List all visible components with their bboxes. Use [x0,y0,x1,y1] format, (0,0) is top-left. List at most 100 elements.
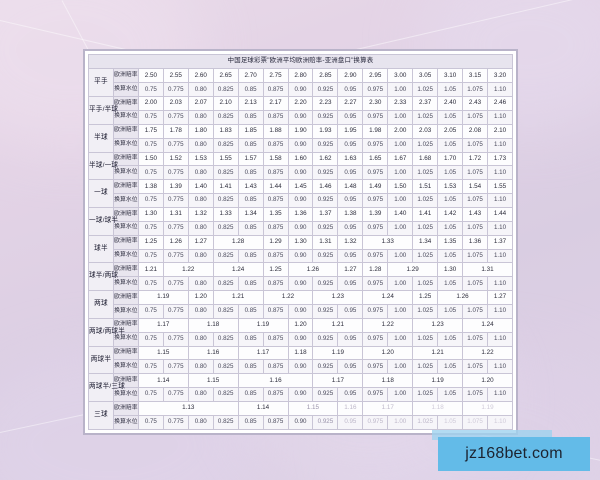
odds-cell: 1.70 [437,151,464,167]
water-level-cell: 0.825 [212,303,239,319]
water-level-cell: 1.075 [462,303,488,319]
odds-cell: 1.63 [337,151,364,167]
handicap-label: 半球/一球 [88,151,118,181]
water-level-cell: 0.80 [187,331,214,347]
odds-cell: 1.95 [337,123,364,139]
table-title-row: 中国足球彩票"欧洲平均欧洲赔率-亚洲盘口"换算表 [88,53,513,70]
water-level-cell: 0.825 [212,220,239,236]
water-level-cell: 0.825 [212,137,239,153]
water-level-cell: 0.775 [162,193,189,208]
row-kind-water: 换算水位 [112,331,139,347]
odds-cell: 1.18 [412,401,464,416]
water-level-cell: 0.95 [337,414,364,431]
water-level-cell: 1.05 [437,359,464,375]
odds-cell: 1.29 [387,262,439,278]
water-level-cell: 0.85 [237,137,264,153]
water-level-cell: 0.825 [212,331,239,347]
water-level-cell: 0.75 [137,82,164,98]
odds-cell: 3.10 [437,68,464,84]
odds-cell: 2.70 [237,68,264,84]
water-level-cell: 0.80 [187,193,214,208]
water-level-cell: 1.05 [437,414,464,431]
water-level-cell: 0.775 [162,220,189,236]
row-kind-water: 换算水位 [112,220,139,236]
water-level-cell: 0.75 [137,414,164,431]
water-level-cell: 1.00 [387,276,414,292]
odds-cell: 1.80 [187,123,214,139]
odds-row: 两球 欧洲赔率 1.19 1.20 1.21 1.22 1.23 1.24 1.25 1.26 1.… [88,290,513,319]
water-level-cell: 0.925 [312,82,339,98]
odds-row: 一球/球半 欧洲赔率 1.30 1.31 1.32 1.33 1.34 1.35 1.36 1.3… [88,206,513,236]
odds-cell: 2.80 [287,68,314,84]
water-level-cell: 0.90 [287,387,314,402]
water-level-cell: 0.775 [162,165,189,181]
row-kind-odds: 欧洲赔率 [112,234,139,250]
water-level-cell: 1.00 [387,109,414,125]
water-level-row: 换算水位 0.75 0.775 0.80 0.825 0.85 0.875 0.90 0.925… [89,220,513,236]
odds-cell: 2.30 [362,96,389,111]
water-level-cell: 1.075 [462,331,488,347]
odds-cell: 2.00 [387,123,414,139]
water-level-cell: 0.80 [187,165,214,181]
water-level-cell: 1.00 [387,193,414,208]
water-level-cell: 0.825 [212,193,239,208]
water-level-cell: 0.875 [262,303,289,319]
water-level-cell: 0.80 [187,276,214,292]
odds-cell: 2.20 [287,96,314,111]
handicap-label: 两球半/三球 [88,373,125,402]
water-level-cell: 0.975 [362,414,389,431]
water-level-row: 换算水位 0.75 0.775 0.80 0.825 0.85 0.875 0.90 0.925… [89,359,513,375]
odds-cell: 1.15 [287,401,339,416]
water-level-cell: 1.05 [437,137,464,153]
water-level-cell: 1.10 [487,165,513,181]
handicap-label: 平手/半球 [88,96,118,125]
water-level-cell: 0.85 [237,414,264,431]
water-level-cell: 0.925 [312,303,339,319]
odds-cell: 1.68 [412,151,439,167]
water-level-cell: 0.95 [337,109,364,125]
water-level-cell: 0.775 [162,82,189,98]
water-level-cell: 0.925 [312,331,339,347]
odds-cell: 1.55 [212,151,239,167]
odds-cell: 1.20 [462,373,513,389]
water-level-cell: 0.90 [287,331,314,347]
odds-cell: 3.20 [487,68,513,84]
odds-cell: 1.34 [237,206,264,222]
water-level-cell: 0.80 [187,137,214,153]
odds-cell: 2.95 [362,68,389,84]
handicap-label: 球半 [88,234,114,264]
water-level-cell: 1.075 [462,276,488,292]
handicap-label: 三球 [88,401,114,430]
odds-row: 两球/两球半 欧洲赔率 1.17 1.18 1.19 1.20 1.21 1.22 1.23 1.… [88,317,513,347]
odds-cell: 1.15 [137,345,189,361]
water-level-cell: 0.775 [162,109,189,125]
water-level-cell: 0.975 [362,303,389,319]
odds-cell: 1.28 [362,262,389,278]
odds-cell: 1.22 [262,290,314,305]
odds-cell: 2.40 [437,96,464,111]
water-level-cell: 0.825 [212,82,239,98]
odds-cell: 1.17 [362,401,414,416]
odds-cell: 2.10 [212,96,239,111]
water-level-cell: 1.075 [462,220,488,236]
odds-cell: 1.32 [337,234,364,250]
odds-cell: 1.44 [262,179,289,195]
water-level-cell: 0.775 [162,414,189,431]
odds-cell: 1.42 [437,206,464,222]
water-level-cell: 1.10 [487,220,513,236]
odds-cell: 1.52 [162,151,189,167]
water-level-cell: 1.025 [412,303,439,319]
water-level-cell: 0.95 [337,331,364,347]
water-level-cell: 0.95 [337,276,364,292]
water-level-cell: 0.80 [187,359,214,375]
water-level-cell: 0.875 [262,387,289,402]
water-level-cell: 1.05 [437,109,464,125]
odds-cell: 1.21 [212,290,264,305]
water-level-cell: 0.975 [362,387,389,402]
odds-cell: 1.23 [312,290,364,305]
water-level-cell: 0.75 [137,359,164,375]
water-level-cell: 0.875 [262,331,289,347]
odds-cell: 1.37 [487,234,513,250]
odds-cell: 1.41 [212,179,239,195]
water-level-cell: 0.90 [287,220,314,236]
